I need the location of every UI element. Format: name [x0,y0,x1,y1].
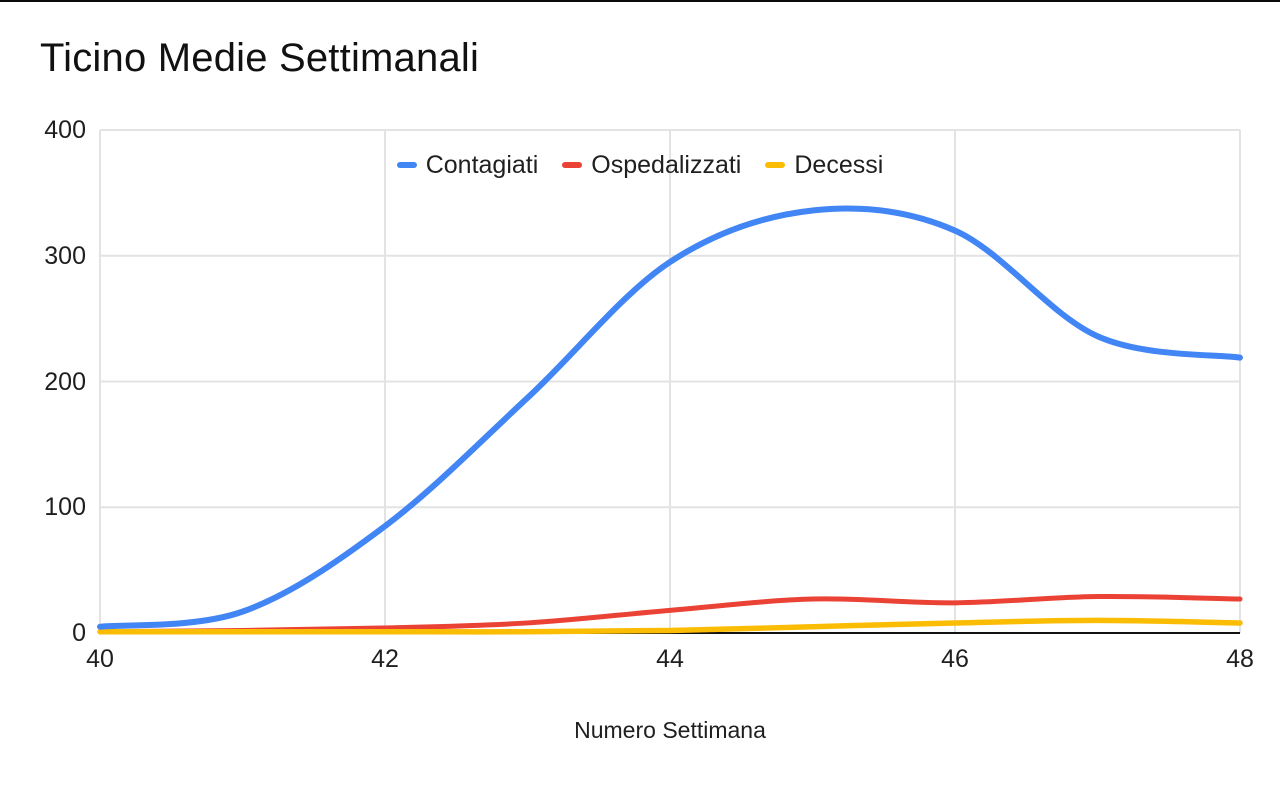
series-line-contagiati[interactable] [97,205,1243,630]
series-line-decessi[interactable] [97,617,1243,635]
chart-legend: Contagiati Ospedalizzati Decessi [0,150,1280,180]
x-axis-title: Numero Settimana [574,717,766,743]
legend-item-ospedalizzati[interactable]: Ospedalizzati [562,151,741,180]
legend-swatch-icon [396,162,417,168]
legend-label: Contagiati [425,150,539,179]
x-tick-label-42: 42 [371,645,399,673]
x-tick-label-46: 46 [941,645,969,673]
legend-label: Ospedalizzati [591,150,742,179]
chart-title: Ticino Medie Settimanali [40,36,480,80]
legend-item-decessi[interactable]: Decessi [765,151,883,180]
x-tick-label-40: 40 [86,645,114,673]
window-top-border [0,0,1280,2]
legend-swatch-icon [765,162,786,168]
y-tick-label-400: 400 [44,116,86,144]
legend-item-contagiati[interactable]: Contagiati [396,150,539,180]
legend-label: Decessi [794,150,884,179]
y-tick-label-0: 0 [72,619,86,647]
legend-swatch-icon [562,162,583,168]
y-tick-label-100: 100 [44,493,86,522]
x-tick-label-44: 44 [656,645,684,673]
y-tick-label-300: 300 [44,241,86,270]
y-tick-label-200: 200 [44,367,86,396]
x-tick-label-48: 48 [1226,645,1254,673]
